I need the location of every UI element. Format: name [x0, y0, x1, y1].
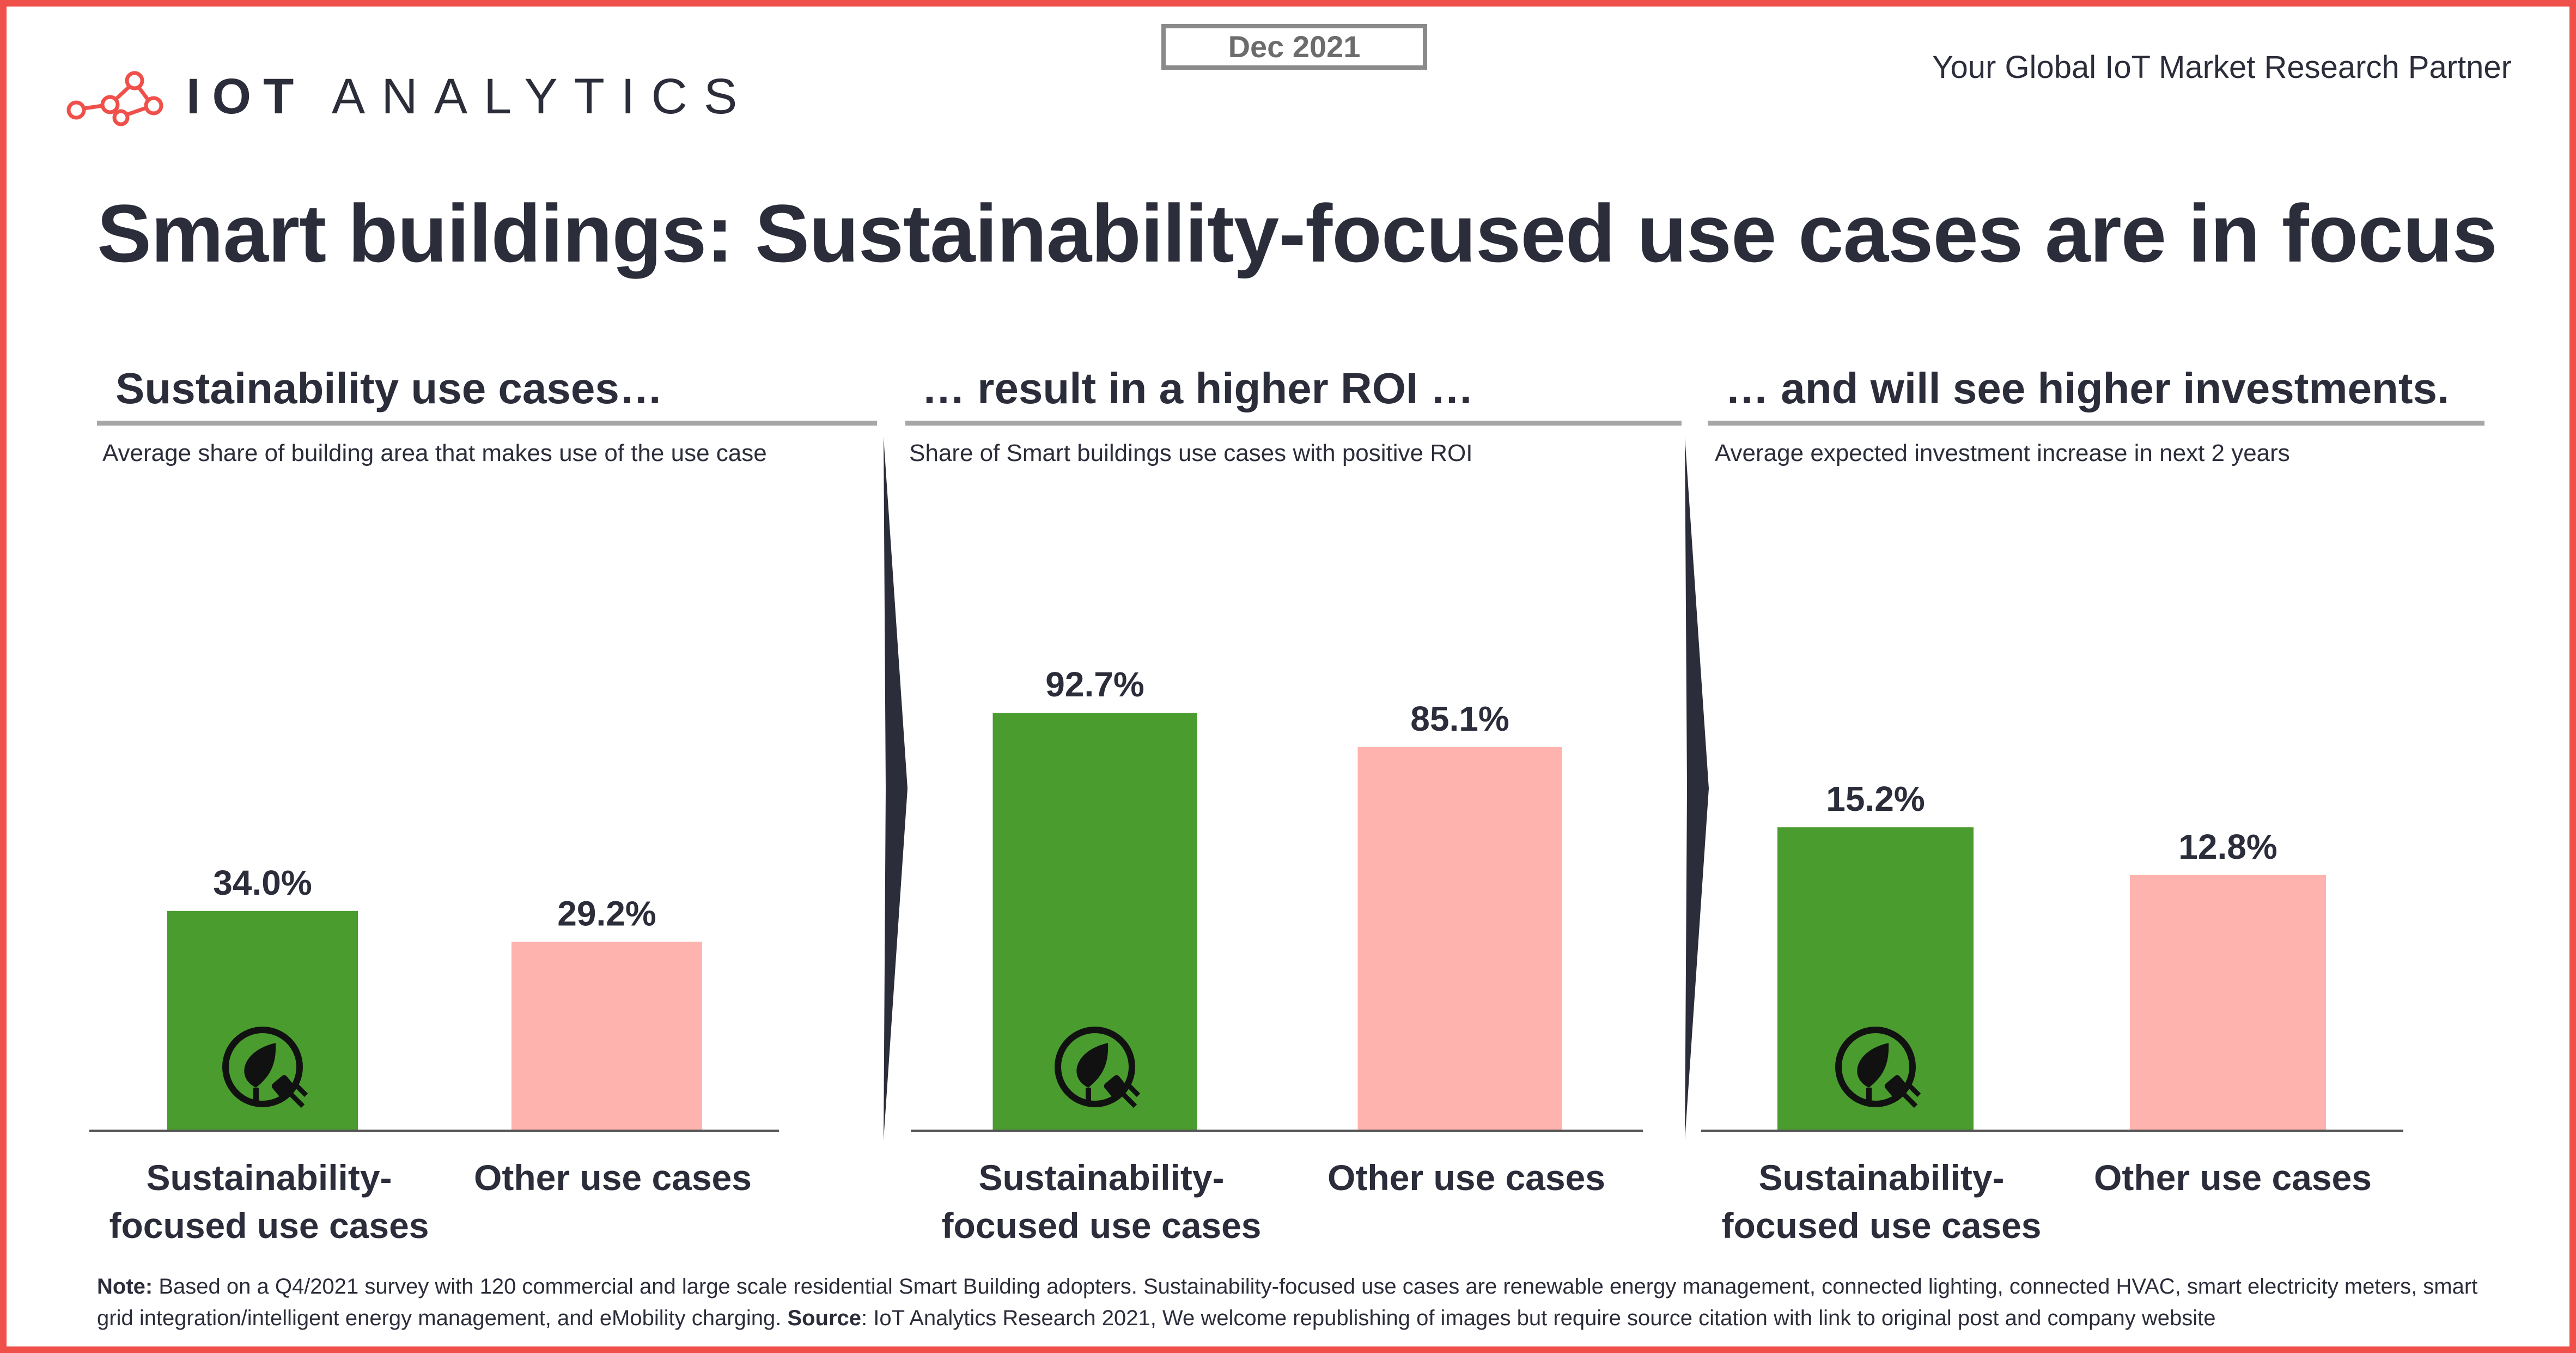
- panel-2-rule: [905, 421, 1682, 426]
- page-title: Smart buildings: Sustainability-focused …: [97, 187, 2498, 279]
- chevron-right-icon: [879, 437, 912, 1140]
- category-label-line: focused use cases: [109, 1205, 429, 1246]
- tagline: Your Global IoT Market Research Partner: [1932, 50, 2512, 85]
- panel-3-rule: [1708, 421, 2484, 426]
- category-label-line: focused use cases: [941, 1205, 1262, 1246]
- footnote: Note: Based on a Q4/2021 survey with 120…: [97, 1271, 2505, 1334]
- panel-2-title: … result in a higher ROI …: [922, 364, 1474, 412]
- category-label: Other use cases: [433, 1154, 793, 1202]
- category-label: Sustainability-focused use cases: [89, 1154, 449, 1249]
- category-label-line: Other use cases: [2094, 1157, 2372, 1198]
- category-label: Sustainability-focused use cases: [922, 1154, 1281, 1249]
- category-label-line: Sustainability-: [978, 1157, 1225, 1198]
- panel-3-subtitle: Average expected investment increase in …: [1715, 440, 2290, 466]
- panel-1-title: Sustainability use cases…: [115, 364, 663, 412]
- logo: IOT ANALYTICS: [61, 50, 769, 132]
- panel-1-rule: [97, 421, 877, 426]
- category-label-line: Other use cases: [474, 1157, 752, 1198]
- chevron-right-icon: [1680, 437, 1713, 1140]
- panel-3-title: … and will see higher investments.: [1725, 364, 2450, 412]
- logo-text: IOT ANALYTICS: [186, 66, 753, 126]
- category-label-line: Sustainability-: [1758, 1157, 2005, 1198]
- panel-1-subtitle: Average share of building area that make…: [102, 440, 767, 466]
- category-label-line: focused use cases: [1721, 1205, 2042, 1246]
- category-label: Other use cases: [1287, 1154, 1646, 1202]
- note-text: Based on a Q4/2021 survey with 120 comme…: [97, 1275, 2478, 1330]
- category-label: Sustainability-focused use cases: [1702, 1154, 2061, 1249]
- source-text: : IoT Analytics Research 2021, We welcom…: [861, 1306, 2216, 1330]
- logo-rest-text: ANALYTICS: [331, 69, 754, 124]
- note-label: Note:: [97, 1275, 153, 1299]
- network-nodes-icon: [66, 71, 163, 126]
- category-label: Other use cases: [2053, 1154, 2413, 1202]
- date-badge: Dec 2021: [1161, 24, 1427, 70]
- source-label: Source: [787, 1306, 862, 1330]
- logo-bold-text: IOT: [186, 69, 306, 124]
- panel-2-subtitle: Share of Smart buildings use cases with …: [909, 440, 1473, 466]
- category-label-line: Sustainability-: [146, 1157, 392, 1198]
- category-label-line: Other use cases: [1327, 1157, 1605, 1198]
